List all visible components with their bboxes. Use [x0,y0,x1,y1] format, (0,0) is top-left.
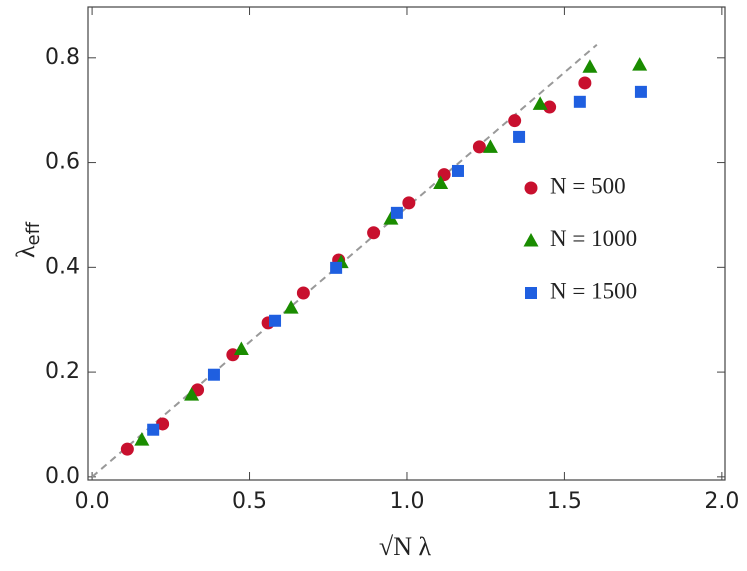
point [582,59,598,73]
x-tick-label: 0.5 [232,489,267,514]
point [269,314,282,327]
x-axis-label: √N λ [379,532,432,561]
point [532,96,548,110]
point [296,286,310,300]
point [508,114,522,128]
y-axis-label-main: λ [11,245,40,258]
y-tick-label: 0.8 [45,45,80,70]
y-tick-label: 0.4 [45,254,80,279]
y-tick-label: 0.0 [45,464,80,489]
point [283,300,299,314]
x-tick-label: 2.0 [704,489,739,514]
y-axis-label-sub: eff [23,221,44,245]
point [207,368,220,381]
point [543,100,557,114]
point [634,85,647,98]
x-tick-label: 1.0 [389,489,424,514]
legend-swatch [523,233,539,247]
point [184,387,200,401]
legend-swatch [525,287,537,299]
point [451,164,464,177]
point [390,206,403,219]
y-tick-label: 0.6 [45,150,80,175]
y-tick-label: 0.2 [45,359,80,384]
point [578,76,592,90]
legend-label: N = 500 [550,173,626,198]
point [330,261,343,274]
point [120,442,134,456]
point [134,432,150,446]
x-tick-label: 0.0 [75,489,110,514]
point [233,341,249,356]
x-tick-label: 1.5 [547,489,582,514]
point [472,140,486,154]
point [147,423,160,436]
legend-label: N = 1000 [550,226,637,251]
point [573,95,586,108]
y-axis-label: λeff [11,221,44,258]
point [482,139,498,153]
point [513,130,526,143]
legend-label: N = 1500 [550,278,637,303]
legend-swatch [524,181,538,195]
point [632,57,648,71]
point [367,226,381,240]
point [156,417,170,431]
point [402,196,416,210]
point [433,175,449,189]
